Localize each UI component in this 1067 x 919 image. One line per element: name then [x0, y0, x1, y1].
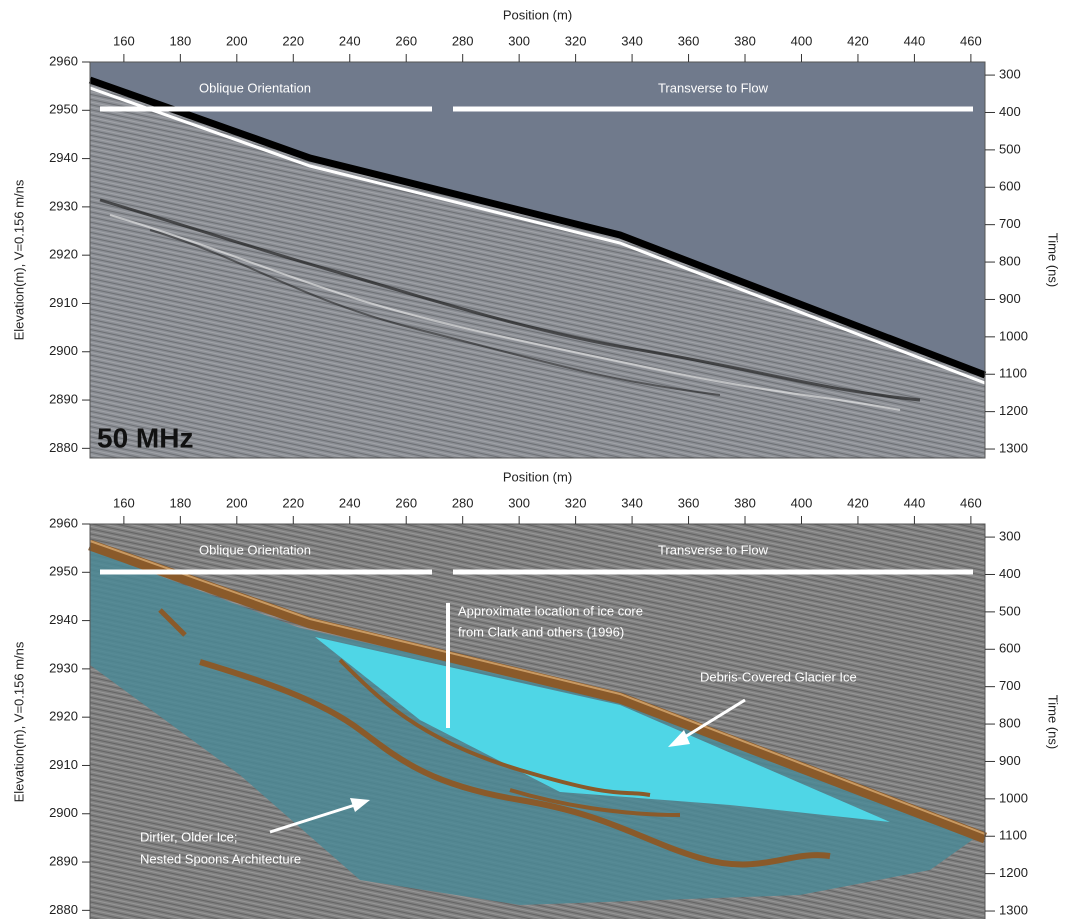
y2-tick-label: 500	[999, 141, 1021, 156]
x-tick-label: 180	[169, 495, 191, 510]
x-tick-label: 160	[113, 495, 135, 510]
y2-tick-label: 1000	[999, 328, 1028, 343]
y2-tick-label: 800	[999, 253, 1021, 268]
y2-axis-title: Time (ns)	[1046, 695, 1061, 749]
y-tick-label: 2940	[49, 612, 78, 627]
x-tick-label: 460	[960, 495, 982, 510]
y2-tick-label: 1000	[999, 790, 1028, 805]
y2-axis-title: Time (ns)	[1046, 233, 1061, 287]
y-tick-label: 2880	[49, 440, 78, 455]
x-tick-label: 320	[565, 33, 587, 48]
x-tick-label: 180	[169, 33, 191, 48]
y2-tick-label: 1200	[999, 865, 1028, 880]
y2-tick-label: 900	[999, 753, 1021, 768]
annotation: Approximate location of ice core	[458, 603, 643, 618]
x-tick-label: 280	[452, 495, 474, 510]
y-tick-label: 2930	[49, 198, 78, 213]
x-tick-label: 260	[395, 33, 417, 48]
y2-tick-label: 700	[999, 678, 1021, 693]
y2-tick-label: 1200	[999, 403, 1028, 418]
section-label: Oblique Orientation	[199, 542, 311, 557]
y-tick-label: 2960	[49, 53, 78, 68]
section-label: Oblique Orientation	[199, 80, 311, 95]
y2-tick-label: 1300	[999, 902, 1028, 917]
y-axis-title: Elevation(m), V=0.156 m/ns	[11, 179, 26, 340]
section-label: Transverse to Flow	[658, 542, 769, 557]
y2-tick-label: 1100	[999, 828, 1027, 843]
x-tick-label: 200	[226, 495, 248, 510]
annotation: Debris-Covered Glacier Ice	[700, 669, 857, 684]
y2-tick-label: 800	[999, 715, 1021, 730]
y2-tick-label: 400	[999, 566, 1021, 581]
y-tick-label: 2940	[49, 150, 78, 165]
y-tick-label: 2920	[49, 247, 78, 262]
x-tick-label: 440	[904, 495, 926, 510]
x-tick-label: 160	[113, 33, 135, 48]
y2-tick-label: 400	[999, 104, 1021, 119]
y2-tick-label: 900	[999, 291, 1021, 306]
y-tick-label: 2890	[49, 391, 78, 406]
x-tick-label: 420	[847, 33, 869, 48]
y2-tick-label: 300	[999, 67, 1021, 82]
y-tick-label: 2910	[49, 757, 78, 772]
y-tick-label: 2950	[49, 564, 78, 579]
x-tick-label: 440	[904, 33, 926, 48]
x-tick-label: 200	[226, 33, 248, 48]
x-tick-label: 420	[847, 495, 869, 510]
y2-tick-label: 500	[999, 603, 1021, 618]
y-tick-label: 2960	[49, 515, 78, 530]
x-tick-label: 460	[960, 33, 982, 48]
x-tick-label: 220	[282, 495, 304, 510]
y-tick-label: 2930	[49, 660, 78, 675]
x-tick-label: 360	[678, 495, 700, 510]
x-tick-label: 360	[678, 33, 700, 48]
y-tick-label: 2900	[49, 343, 78, 358]
y-tick-label: 2910	[49, 295, 78, 310]
radargram-bottom	[88, 523, 987, 919]
annotation: Nested Spoons Architecture	[140, 851, 301, 866]
x-tick-label: 380	[734, 33, 756, 48]
x-tick-label: 240	[339, 495, 361, 510]
x-axis-title: Position (m)	[503, 469, 572, 484]
x-tick-label: 300	[508, 33, 530, 48]
annotation: from Clark and others (1996)	[458, 624, 624, 639]
y-tick-label: 2880	[49, 902, 78, 917]
y-tick-label: 2900	[49, 805, 78, 820]
y2-tick-label: 1300	[999, 440, 1028, 455]
y2-tick-label: 600	[999, 179, 1021, 194]
x-tick-label: 400	[791, 495, 813, 510]
x-tick-label: 240	[339, 33, 361, 48]
x-tick-label: 220	[282, 33, 304, 48]
x-tick-label: 380	[734, 495, 756, 510]
x-tick-label: 400	[791, 33, 813, 48]
y2-tick-label: 600	[999, 641, 1021, 656]
x-tick-label: 300	[508, 495, 530, 510]
y2-tick-label: 700	[999, 216, 1021, 231]
x-tick-label: 320	[565, 495, 587, 510]
x-tick-label: 340	[621, 495, 643, 510]
x-tick-label: 340	[621, 33, 643, 48]
y2-tick-label: 1100	[999, 366, 1027, 381]
x-axis-title: Position (m)	[503, 7, 572, 22]
section-label: Transverse to Flow	[658, 80, 769, 95]
frequency-label: 50 MHz	[97, 422, 193, 453]
y-tick-label: 2920	[49, 709, 78, 724]
x-tick-label: 260	[395, 495, 417, 510]
x-tick-label: 280	[452, 33, 474, 48]
y-tick-label: 2890	[49, 853, 78, 868]
annotation: Dirtier, Older Ice;	[140, 829, 238, 844]
radargram-top	[88, 61, 987, 459]
y2-tick-label: 300	[999, 529, 1021, 544]
y-axis-title: Elevation(m), V=0.156 m/ns	[11, 641, 26, 802]
y-tick-label: 2950	[49, 102, 78, 117]
